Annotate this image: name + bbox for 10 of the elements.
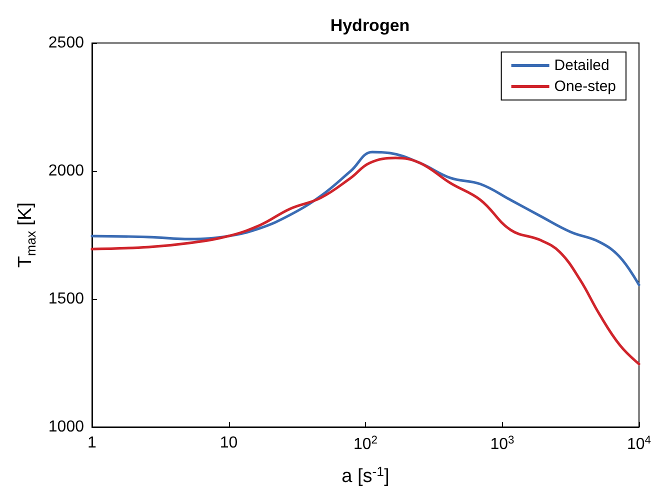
x-tick-label: 10 (220, 434, 238, 452)
y-tick-label: 2000 (48, 162, 84, 180)
y-tick-label: 1500 (48, 290, 84, 308)
legend-label: Detailed (554, 57, 610, 74)
y-tick-label: 2500 (48, 34, 84, 52)
legend-label: One-step (554, 78, 616, 95)
y-tick-label: 1000 (48, 418, 84, 436)
chart-title: Hydrogen (330, 16, 410, 35)
y-axis-title: Tmax [K] (14, 202, 39, 268)
x-tick-label: 1 (88, 434, 97, 452)
